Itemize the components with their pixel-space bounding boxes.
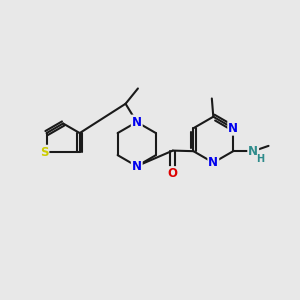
Text: N: N bbox=[208, 156, 218, 169]
Text: S: S bbox=[40, 146, 49, 159]
Text: N: N bbox=[132, 116, 142, 128]
Text: H: H bbox=[256, 154, 264, 164]
Text: N: N bbox=[132, 160, 142, 173]
Text: N: N bbox=[248, 145, 258, 158]
Text: O: O bbox=[168, 167, 178, 180]
Text: N: N bbox=[228, 122, 238, 135]
